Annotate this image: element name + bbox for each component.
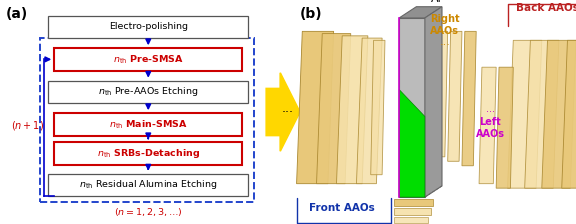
Polygon shape xyxy=(479,67,496,184)
FancyBboxPatch shape xyxy=(54,48,242,71)
Text: $n_{\rm th}$ Pre-AAOs Etching: $n_{\rm th}$ Pre-AAOs Etching xyxy=(98,85,198,98)
Text: AAOs: AAOs xyxy=(430,26,459,36)
Polygon shape xyxy=(399,7,442,18)
Text: $n_{\rm th}$ SRBs-Detaching: $n_{\rm th}$ SRBs-Detaching xyxy=(97,147,200,160)
Text: Left: Left xyxy=(480,117,501,127)
Text: Electro-polishing: Electro-polishing xyxy=(109,22,188,31)
Polygon shape xyxy=(393,217,428,223)
Polygon shape xyxy=(317,34,351,184)
Text: $(n + 1)$: $(n + 1)$ xyxy=(12,119,44,132)
Text: Back AAOs: Back AAOs xyxy=(516,3,576,13)
Polygon shape xyxy=(393,208,431,215)
Polygon shape xyxy=(399,90,425,197)
Polygon shape xyxy=(371,40,385,175)
Text: Front AAOs: Front AAOs xyxy=(309,202,375,213)
Polygon shape xyxy=(448,31,462,161)
Text: ...: ... xyxy=(409,220,418,224)
FancyArrow shape xyxy=(266,73,300,151)
FancyBboxPatch shape xyxy=(48,174,248,196)
Text: ...: ... xyxy=(282,102,294,115)
Polygon shape xyxy=(393,199,433,206)
Text: Al: Al xyxy=(431,0,442,4)
Text: (b): (b) xyxy=(300,7,322,21)
Text: Right: Right xyxy=(430,14,460,24)
FancyBboxPatch shape xyxy=(48,81,248,103)
Polygon shape xyxy=(297,31,334,184)
FancyBboxPatch shape xyxy=(54,113,242,136)
Polygon shape xyxy=(433,31,448,157)
Polygon shape xyxy=(525,40,559,188)
Polygon shape xyxy=(425,7,442,197)
Polygon shape xyxy=(357,38,382,184)
Text: ...: ... xyxy=(439,37,450,47)
Polygon shape xyxy=(496,67,513,188)
Text: $n_{\rm th}$ Pre-SMSA: $n_{\rm th}$ Pre-SMSA xyxy=(113,53,184,66)
Polygon shape xyxy=(507,40,542,188)
Text: (a): (a) xyxy=(6,7,28,21)
Text: $n_{\rm th}$ Main-SMSA: $n_{\rm th}$ Main-SMSA xyxy=(109,118,188,131)
Polygon shape xyxy=(542,40,576,188)
Polygon shape xyxy=(562,40,576,188)
Text: AAOs: AAOs xyxy=(476,129,505,139)
Polygon shape xyxy=(399,18,425,197)
Polygon shape xyxy=(336,36,368,184)
Text: ...: ... xyxy=(486,104,495,114)
FancyBboxPatch shape xyxy=(48,16,248,38)
Polygon shape xyxy=(462,31,476,166)
Text: $n_{\rm th}$ Residual Alumina Etching: $n_{\rm th}$ Residual Alumina Etching xyxy=(79,178,218,191)
FancyBboxPatch shape xyxy=(54,142,242,165)
Text: $(n = 1, 2, 3, \ldots)$: $(n = 1, 2, 3, \ldots)$ xyxy=(114,206,183,218)
